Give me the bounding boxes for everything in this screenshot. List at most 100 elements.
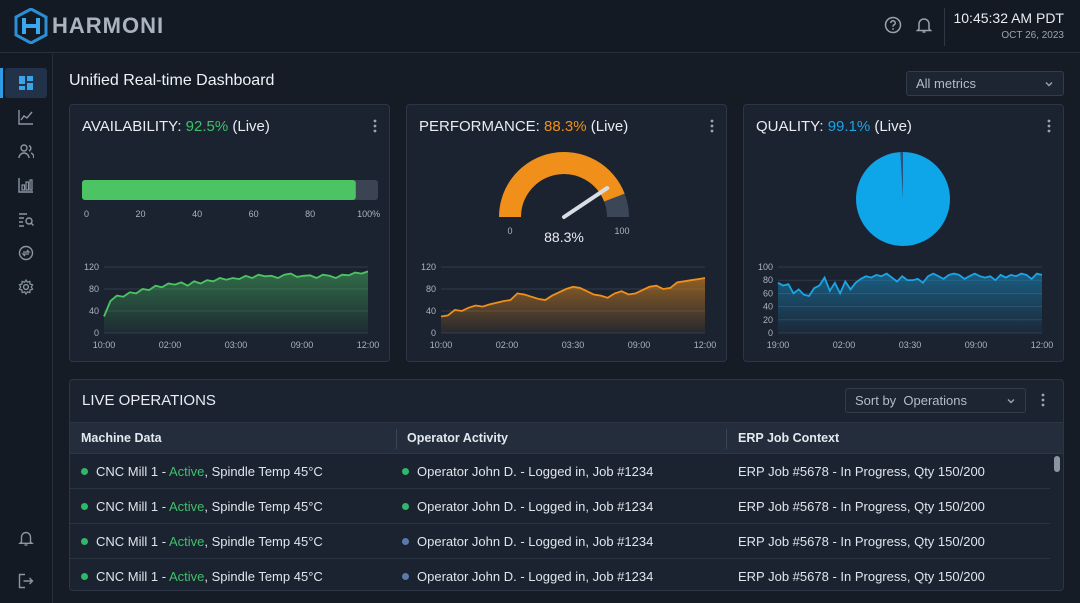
x-tick-label: 02:00 [496, 340, 519, 350]
operator-cell: Operator John D. - Logged in, Job #1234 [402, 534, 653, 549]
logout-icon [18, 573, 34, 589]
sidebar-item-sync[interactable] [5, 238, 47, 268]
report-search-icon [19, 213, 34, 227]
machine-detail: , Spindle Temp 45°C [204, 464, 323, 479]
machine-status: Active [168, 464, 205, 479]
sort-value: Sort by Operations [855, 393, 967, 408]
machine-status: Active [168, 499, 205, 514]
column-header-operator[interactable]: Operator Activity [407, 431, 508, 445]
erp-context: ERP Job #5678 - In Progress, Qty 150/200 [738, 499, 985, 514]
x-tick-label: 09:00 [628, 340, 651, 350]
machine-detail: , Spindle Temp 45°C [204, 569, 323, 584]
y-tick-label: 40 [763, 302, 773, 312]
status-dot [402, 573, 409, 580]
dashboard-icon [19, 76, 33, 90]
logo[interactable]: HARMONI [14, 8, 164, 44]
availability-menu-icon[interactable] [373, 119, 377, 133]
operator-activity: Operator John D. - Logged in, Job #1234 [417, 534, 654, 549]
series-line [103, 270, 369, 317]
erp-cell: ERP Job #5678 - In Progress, Qty 150/200 [738, 464, 985, 479]
gauge-max-label: 100 [614, 226, 629, 236]
machine-status: Active [168, 569, 205, 584]
performance-menu-icon[interactable] [710, 119, 714, 133]
logo-text: HARMONI [52, 13, 165, 38]
y-tick-label: 40 [89, 306, 99, 316]
availability-chart: 0 20 40 60 80 100% 0 40 80 120 10:00 02:00 03:00 09:0… [82, 180, 380, 350]
bell-icon[interactable] [915, 16, 935, 36]
y-tick-label: 20 [763, 315, 773, 325]
erp-cell: ERP Job #5678 - In Progress, Qty 150/200 [738, 534, 985, 549]
x-tick-label: 02:00 [159, 340, 182, 350]
live-operations-panel: LIVE OPERATIONS Sort by Operations Machi… [69, 379, 1064, 591]
operator-activity: Operator John D. - Logged in, Job #1234 [417, 464, 654, 479]
table-scrollbar[interactable] [1053, 454, 1061, 590]
gauge-min-label: 0 [507, 226, 512, 236]
sidebar-item-settings[interactable] [5, 272, 47, 302]
x-tick-label: 12:00 [1031, 340, 1054, 350]
machine-name: CNC Mill 1 - [96, 464, 169, 479]
series-area [104, 271, 368, 333]
x-tick-label: 03:30 [562, 340, 585, 350]
chevron-down-icon [1045, 81, 1053, 86]
help-icon[interactable] [884, 16, 904, 36]
settings-icon [18, 279, 34, 295]
y-tick-label: 80 [89, 284, 99, 294]
y-tick-label: 60 [763, 288, 773, 298]
sync-icon [18, 245, 34, 261]
x-tick-label: 03:00 [225, 340, 248, 350]
top-bar: HARMONI 10:45:32 AM PDT OCT 26, 2023 [0, 0, 1080, 53]
x-tick-label: 12:00 [694, 340, 717, 350]
gauge-value-label: 88.3% [544, 229, 584, 245]
y-tick-label: 80 [763, 275, 773, 285]
current-time: 10:45:32 AM PDT [953, 10, 1064, 26]
availability-card: AVAILABILITY: 92.5% (Live) 0 20 40 60 80 100%… [69, 104, 390, 362]
sidebar-item-users[interactable] [5, 136, 47, 166]
x-tick-label: 10:00 [93, 340, 116, 350]
harmoni-logo-icon [14, 8, 48, 44]
machine-cell: CNC Mill 1 - Active, Spindle Temp 45°C [81, 534, 323, 549]
status-dot [81, 468, 88, 475]
erp-context: ERP Job #5678 - In Progress, Qty 150/200 [738, 534, 985, 549]
status-dot [402, 538, 409, 545]
availability-label: AVAILABILITY: [82, 118, 182, 135]
sidebar-item-reports[interactable] [5, 170, 47, 200]
users-icon [18, 144, 34, 159]
y-tick-label: 120 [84, 262, 99, 272]
metrics-filter-value: All metrics [916, 76, 976, 91]
operations-menu-icon[interactable] [1041, 393, 1045, 407]
sidebar-item-notifications[interactable] [5, 523, 47, 553]
x-tick-label: 19:00 [767, 340, 790, 350]
erp-context: ERP Job #5678 - In Progress, Qty 150/200 [738, 464, 985, 479]
table-row[interactable]: CNC Mill 1 - Active, Spindle Temp 45°C Op… [70, 454, 1050, 489]
scrollbar-thumb[interactable] [1054, 456, 1060, 472]
metrics-filter-dropdown[interactable]: All metrics [906, 71, 1064, 96]
machine-name: CNC Mill 1 - [96, 534, 169, 549]
column-header-machine[interactable]: Machine Data [81, 431, 162, 445]
machine-cell: CNC Mill 1 - Active, Spindle Temp 45°C [81, 464, 323, 479]
operator-cell: Operator John D. - Logged in, Job #1234 [402, 464, 653, 479]
notification-icon [18, 531, 34, 546]
sidebar-item-dashboard[interactable] [0, 68, 47, 98]
x-tick-label: 10:00 [430, 340, 453, 350]
x-tick-label: 09:00 [291, 340, 314, 350]
y-tick-label: 0 [431, 328, 436, 338]
table-row[interactable]: CNC Mill 1 - Active, Spindle Temp 45°C Op… [70, 489, 1050, 524]
machine-cell: CNC Mill 1 - Active, Spindle Temp 45°C [81, 569, 323, 584]
sidebar-item-logout[interactable] [5, 566, 47, 596]
table-row[interactable]: CNC Mill 1 - Active, Spindle Temp 45°C Op… [70, 559, 1050, 590]
column-header-erp[interactable]: ERP Job Context [738, 431, 840, 445]
sidebar-item-inspection[interactable] [5, 204, 47, 234]
status-dot [402, 503, 409, 510]
sidebar [0, 54, 53, 603]
sort-dropdown[interactable]: Sort by Operations [845, 388, 1026, 413]
progress-scale-label: 100% [357, 209, 380, 219]
series-line [777, 272, 1043, 298]
sidebar-item-analytics[interactable] [5, 102, 47, 132]
quality-menu-icon[interactable] [1047, 119, 1051, 133]
y-tick-label: 100 [758, 262, 773, 272]
table-row[interactable]: CNC Mill 1 - Active, Spindle Temp 45°C Op… [70, 524, 1050, 559]
machine-name: CNC Mill 1 - [96, 499, 169, 514]
header-divider [944, 8, 945, 46]
quality-live: (Live) [874, 118, 912, 135]
live-operations-title: LIVE OPERATIONS [82, 392, 216, 409]
